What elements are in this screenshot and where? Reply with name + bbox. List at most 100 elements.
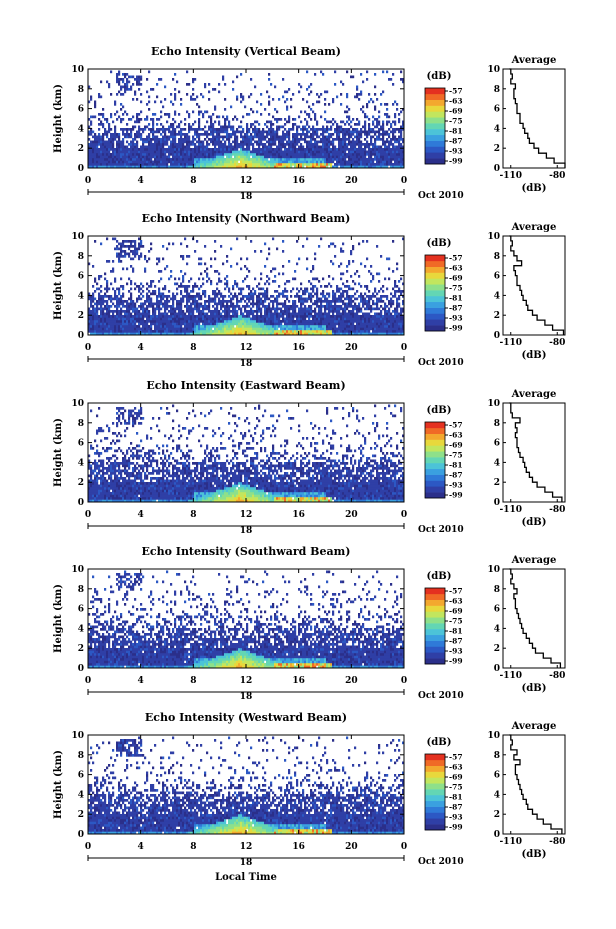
heatmap-cell xyxy=(98,123,101,126)
heatmap-cell xyxy=(220,130,223,134)
heatmap-cell xyxy=(170,130,173,134)
heatmap-cell xyxy=(266,307,269,311)
heatmap-cell xyxy=(214,317,217,321)
heatmap-cell xyxy=(172,118,175,121)
heatmap-cell xyxy=(324,130,327,134)
heatmap-cell xyxy=(202,160,205,164)
heatmap-cell xyxy=(160,143,163,146)
heatmap-cell xyxy=(290,307,293,311)
heatmap-cell xyxy=(128,322,131,326)
heatmap-cell xyxy=(256,320,259,323)
heatmap-cell xyxy=(300,302,303,306)
heatmap-cell xyxy=(148,158,151,161)
heatmap-cell xyxy=(170,135,173,139)
heatmap-cell xyxy=(368,93,371,96)
heatmap-cell xyxy=(160,317,163,321)
heatmap-cell xyxy=(220,145,223,149)
heatmap-cell xyxy=(322,295,325,298)
heatmap-cell xyxy=(256,153,259,156)
heatmap-cell xyxy=(98,297,101,301)
heatmap-cell xyxy=(288,327,291,331)
heatmap-cell xyxy=(306,330,309,333)
heatmap-cell xyxy=(374,125,377,129)
heatmap-cell xyxy=(278,165,281,169)
heatmap-cell xyxy=(96,317,99,321)
heatmap-cell xyxy=(102,302,105,306)
heatmap-cell xyxy=(198,150,201,154)
heatmap-cell xyxy=(388,155,391,159)
heatmap-cell xyxy=(162,292,165,296)
heatmap-cell xyxy=(100,242,103,246)
heatmap-cell xyxy=(218,272,221,276)
heatmap-cell xyxy=(220,140,223,144)
heatmap-cell xyxy=(92,322,95,326)
heatmap-cell xyxy=(308,145,311,149)
heatmap-cell xyxy=(338,128,341,131)
heatmap-cell xyxy=(348,108,351,111)
heatmap-cell xyxy=(296,143,299,146)
heatmap-cell xyxy=(232,295,235,298)
heatmap-cell xyxy=(270,83,273,86)
heatmap-cell xyxy=(168,315,171,318)
heatmap-cell xyxy=(130,250,133,253)
heatmap-cell xyxy=(210,155,213,159)
heatmap-cell xyxy=(266,158,269,161)
heatmap-cell xyxy=(178,302,181,306)
heatmap-cell xyxy=(256,160,259,164)
heatmap-cell xyxy=(88,322,91,326)
heatmap-cell xyxy=(206,140,209,144)
heatmap-cell xyxy=(148,148,151,151)
heatmap-cell xyxy=(132,98,135,101)
heatmap-cell xyxy=(128,332,131,336)
heatmap-cell xyxy=(300,120,303,124)
heatmap-cell xyxy=(260,322,263,326)
heatmap-cell xyxy=(244,310,247,313)
heatmap-cell xyxy=(248,305,251,308)
heatmap-cell xyxy=(328,140,331,144)
heatmap-cell xyxy=(156,325,159,328)
heatmap-cell xyxy=(174,165,177,169)
heatmap-cell xyxy=(122,163,125,166)
heatmap-cell xyxy=(270,133,273,136)
heatmap-cell xyxy=(236,325,239,328)
heatmap-cell xyxy=(260,332,263,336)
heatmap-cell xyxy=(184,325,187,328)
heatmap-cell xyxy=(152,143,155,146)
heatmap-cell xyxy=(252,287,255,291)
heatmap-cell xyxy=(292,300,295,303)
heatmap-cell xyxy=(270,130,273,134)
heatmap-cell xyxy=(198,295,201,298)
heatmap-cell xyxy=(294,320,297,323)
heatmap-cell xyxy=(118,312,121,316)
heatmap-cell xyxy=(206,267,209,271)
heatmap-cell xyxy=(112,310,115,313)
heatmap-cell xyxy=(322,125,325,129)
heatmap-cell xyxy=(318,128,321,131)
heatmap-cell xyxy=(390,140,393,144)
heatmap-cell xyxy=(102,327,105,331)
heatmap-cell xyxy=(386,103,389,106)
heatmap-cell xyxy=(282,265,285,268)
heatmap-cell xyxy=(366,153,369,156)
heatmap-cell xyxy=(106,320,109,323)
heatmap-cell xyxy=(208,327,211,331)
heatmap-cell xyxy=(266,140,269,144)
heatmap-cell xyxy=(90,115,93,119)
heatmap-cell xyxy=(154,165,157,169)
heatmap-cell xyxy=(108,153,111,156)
heatmap-cell xyxy=(316,320,319,323)
heatmap-cell xyxy=(276,125,279,129)
heatmap-cell xyxy=(138,78,141,81)
heatmap-cell xyxy=(400,155,403,159)
heatmap-cell xyxy=(144,267,147,271)
heatmap-cell xyxy=(176,145,179,149)
heatmap-cell xyxy=(244,150,247,154)
heatmap-cell xyxy=(286,315,289,318)
heatmap-cell xyxy=(208,330,211,333)
heatmap-cell xyxy=(244,307,247,311)
heatmap-cell xyxy=(118,247,121,251)
heatmap-cell xyxy=(154,135,157,139)
heatmap-cell xyxy=(100,297,103,301)
heatmap-cell xyxy=(104,158,107,161)
